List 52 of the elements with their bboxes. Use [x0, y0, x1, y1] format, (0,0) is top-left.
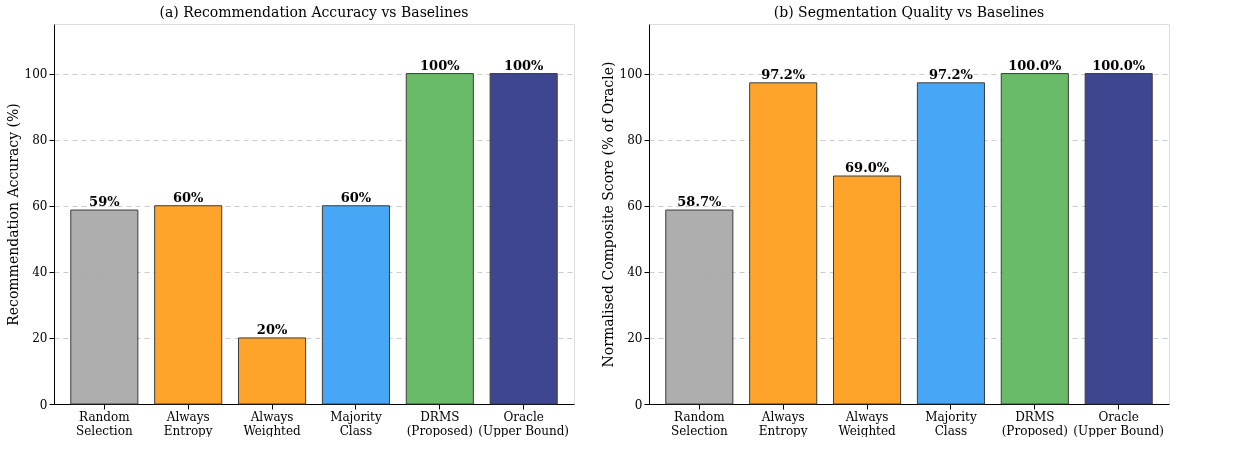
data-label: 100%	[420, 57, 461, 73]
bar	[321, 205, 390, 405]
x-tick-label: Always Weighted	[243, 409, 302, 438]
y-tick-label: 80	[627, 133, 643, 148]
data-label: 100%	[503, 57, 545, 73]
data-label: 20%	[256, 321, 288, 337]
y-tick-label: 40	[32, 265, 48, 280]
data-label: 100.0%	[1092, 57, 1146, 73]
bar	[749, 82, 818, 405]
x-tick-label: Majority Class	[925, 409, 977, 438]
x-tick-label: Always Entropy	[758, 409, 808, 438]
x-tick-label: Always Weighted	[838, 409, 897, 438]
data-label: 97.2%	[928, 66, 974, 82]
data-label: 69.0%	[845, 160, 890, 175]
chart-title: (a) Recommendation Accuracy vs Baselines	[159, 4, 469, 20]
x-tick-label: DRMS (Proposed)	[406, 409, 473, 438]
bar	[916, 82, 985, 405]
y-tick-label: 0	[39, 397, 48, 412]
bar	[405, 73, 474, 405]
y-axis-title: Normalised Composite Score (% of Oracle)	[599, 61, 616, 368]
bar	[70, 209, 139, 405]
bar	[489, 73, 558, 405]
bar	[238, 337, 307, 405]
y-tick-label: 100	[619, 67, 643, 82]
y-tick-label: 60	[627, 199, 643, 214]
data-label: 59%	[89, 194, 121, 210]
x-tick-label: Oracle (Upper Bound)	[478, 409, 570, 438]
data-label: 58.7%	[677, 194, 722, 210]
y-tick-label: 100	[24, 67, 48, 82]
x-tick-label: Random Selection	[671, 409, 728, 438]
x-tick-label: Random Selection	[76, 409, 133, 438]
data-label: 100.0%	[1008, 57, 1062, 73]
bar	[1000, 73, 1069, 405]
y-axis-title: Recommendation Accuracy (%)	[4, 103, 21, 326]
data-label: 60%	[172, 189, 205, 205]
y-tick-label: 20	[627, 331, 643, 346]
y-tick-label: 0	[634, 397, 643, 412]
bar	[1084, 73, 1153, 405]
y-tick-label: 60	[32, 199, 48, 214]
x-tick-label: Oracle (Upper Bound)	[1073, 409, 1165, 438]
data-label: 97.2%	[761, 66, 806, 82]
y-tick-label: 80	[32, 133, 48, 148]
x-tick-label: DRMS (Proposed)	[1001, 409, 1068, 438]
bar	[833, 175, 902, 405]
y-tick-label: 40	[627, 265, 643, 280]
x-tick-label: Majority Class	[330, 409, 382, 438]
chart-title: (b) Segmentation Quality vs Baselines	[773, 4, 1045, 20]
bar	[665, 209, 734, 405]
y-tick-label: 20	[32, 331, 48, 346]
x-tick-label: Always Entropy	[163, 409, 213, 438]
bar	[154, 205, 223, 405]
data-label: 60%	[340, 189, 372, 205]
